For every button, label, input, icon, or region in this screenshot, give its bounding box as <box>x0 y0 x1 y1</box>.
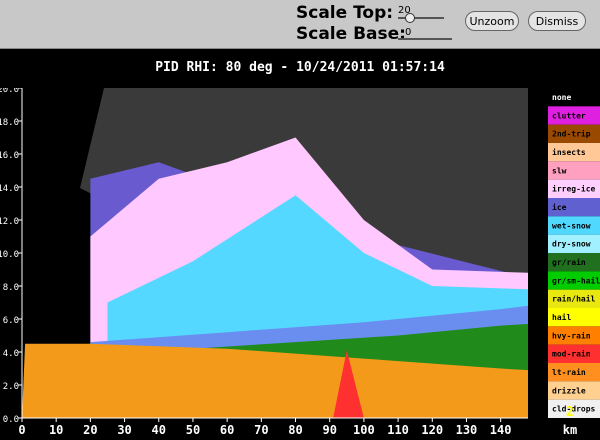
colorbar-swatch <box>548 143 600 162</box>
y-tick-label: 8.0 <box>3 283 19 293</box>
colorbar-label: gr/sm-hail <box>552 275 600 285</box>
x-tick-label: 80 <box>288 423 302 437</box>
x-tick-label: 0 <box>18 423 25 437</box>
unzoom-button[interactable]: Unzoom <box>465 11 519 31</box>
y-tick-label: 20.0 <box>0 88 19 95</box>
colorbar-label: clutter <box>552 111 586 120</box>
y-tick-label: 10.0 <box>0 250 19 260</box>
y-tick-label: 2.0 <box>3 382 19 392</box>
colorbar-label: mod-rain <box>552 349 591 359</box>
y-tick-label: 18.0 <box>0 118 19 128</box>
layer-mod-rain <box>333 350 364 418</box>
layer-lt-rain <box>22 343 528 418</box>
x-tick-label: 10 <box>49 423 63 437</box>
scale-base-value: 0 <box>405 27 412 38</box>
x-tick-label: 130 <box>456 423 478 437</box>
colorbar-swatch <box>548 198 600 217</box>
colorbar-label: wet-snow <box>552 221 591 230</box>
colorbar-label: hvy-rain <box>552 330 591 340</box>
colorbar-swatch <box>548 363 600 382</box>
y-tick-label: 6.0 <box>3 316 19 326</box>
colorbar-swatch <box>548 399 600 418</box>
x-tick-label: 120 <box>421 423 443 437</box>
colorbar-label: irreg-ice <box>552 184 596 194</box>
colorbar-swatch <box>548 344 600 363</box>
colorbar-swatch <box>548 88 600 107</box>
plot-title: PID RHI: 80 deg - 10/24/2011 01:57:14 <box>155 60 445 75</box>
colorbar-label: rain/hail <box>552 294 596 304</box>
y-tick-label: 0.0 <box>3 415 19 425</box>
scale-top-label: Scale Top: <box>296 3 394 23</box>
colorbar-swatch <box>548 216 600 235</box>
x-tick-label: 70 <box>254 423 268 437</box>
x-tick-label: 140 <box>490 423 512 437</box>
y-tick-label: 12.0 <box>0 217 19 227</box>
colorbar-swatch <box>548 271 600 290</box>
colorbar-label: drizzle <box>552 385 586 395</box>
colorbar-bottom-mark: 2 <box>566 405 574 420</box>
scale-base-label: Scale Base: <box>296 24 406 44</box>
x-tick-label: 110 <box>387 423 409 437</box>
y-tick-label: 16.0 <box>0 151 19 161</box>
x-tick-label: 60 <box>220 423 234 437</box>
colorbar-label: lt-rain <box>552 367 586 377</box>
dismiss-button[interactable]: Dismiss <box>528 11 586 31</box>
beam-edge-wedge <box>22 88 36 418</box>
scale-top-slider[interactable] <box>398 17 444 19</box>
x-tick-label: 30 <box>117 423 131 437</box>
colorbar-swatch <box>548 234 600 253</box>
x-axis-unit: km <box>563 423 577 437</box>
colorbar-label: insects <box>552 147 586 157</box>
x-tick-label: 20 <box>83 423 97 437</box>
colorbar-swatch <box>548 381 600 400</box>
colorbar-label: none <box>552 93 571 102</box>
y-tick-label: 4.0 <box>3 349 19 359</box>
colorbar-label: gr/rain <box>552 257 586 267</box>
colorbar-label: cld-drops <box>552 405 596 414</box>
colorbar-swatch <box>548 308 600 327</box>
x-tick-label: 50 <box>186 423 200 437</box>
x-tick-label: 90 <box>322 423 336 437</box>
colorbar-swatch <box>548 124 600 143</box>
rhi-plot[interactable]: 0 10 20 30 40 50 60 70 80 90 100 110 120 130 140 km 0.0 2… <box>0 88 600 438</box>
y-tick-label: 14.0 <box>0 184 19 194</box>
colorbar-label: slw <box>552 166 567 175</box>
colorbar-label: hail <box>552 312 571 322</box>
colorbar-label: dry-snow <box>552 240 591 249</box>
colorbar-swatch <box>548 106 600 125</box>
toolbar: Scale Top: 20 Scale Base: 0 Unzoom Dismi… <box>0 0 600 49</box>
colorbar-label: 2nd-trip <box>552 129 591 139</box>
colorbar-swatch <box>548 253 600 272</box>
colorbar-swatch <box>548 179 600 198</box>
colorbar-label: ice <box>552 202 567 212</box>
scale-top-value: 20 <box>398 5 411 16</box>
x-tick-label: 40 <box>152 423 166 437</box>
scale-top-slider-knob[interactable] <box>405 13 415 23</box>
colorbar-swatch <box>548 161 600 180</box>
scale-base-slider[interactable] <box>398 38 452 40</box>
colorbar-swatch <box>548 289 600 308</box>
x-tick-label: 100 <box>353 423 375 437</box>
colorbar-swatch <box>548 326 600 345</box>
